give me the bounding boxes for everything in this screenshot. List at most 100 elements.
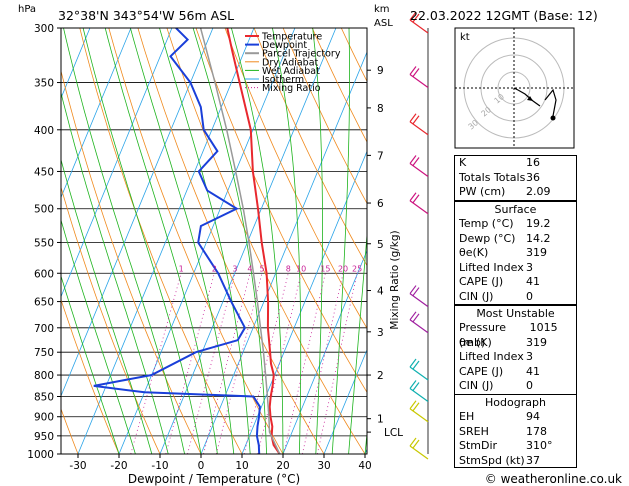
pressure-axis: 300 350 400 450 500 550 600 650 700 750 800 850 900 9… [27, 23, 61, 461]
pressure-tick-label: 500 [34, 204, 54, 216]
mixing-ratio-label: 25 [352, 264, 362, 273]
surface-label: Temp (°C) [459, 217, 514, 230]
dry-adiabat [61, 186, 161, 454]
km-tick-label: 5 [377, 239, 384, 251]
surface-value: 41 [526, 275, 540, 289]
isotherm [159, 28, 337, 454]
index-row: PW (cm) 2.09 [455, 185, 576, 200]
km-tick-label: 4 [377, 286, 384, 298]
pressure-tick-label: 1000 [27, 449, 54, 461]
surface-label: θe(K) [459, 246, 489, 260]
mu-row: Lifted Index 3 [455, 350, 576, 365]
hodo-label: StmDir [459, 439, 498, 453]
wet-adiabat [348, 229, 367, 454]
hpa-label: hPa [18, 4, 36, 15]
datetime-title: 22.03.2022 12GMT (Base: 12) [410, 8, 598, 23]
mu-row: Pressure (mb) 1015 [455, 321, 576, 349]
surface-row: CAPE (J) 41 [455, 275, 576, 290]
plot-frame [60, 27, 368, 455]
legend-label: Wet Adiabat [262, 66, 320, 77]
mu-row: CAPE (J) 41 [455, 365, 576, 380]
temperature-tick-label: 0 [198, 460, 205, 472]
series-temperature [226, 28, 281, 454]
hodo-value: 178 [526, 424, 547, 438]
pressure-tick-label: 550 [34, 237, 54, 249]
index-label: K [459, 156, 467, 169]
mixing-ratio-label: 8 [286, 264, 291, 273]
mixing-ratio-label: 3 [232, 264, 237, 273]
dry-adiabat [282, 28, 367, 205]
isotherm [61, 28, 214, 397]
pressure-tick-label: 850 [34, 391, 54, 403]
mu-label: Pressure (mb) [459, 321, 506, 349]
index-row: K 16 [455, 156, 576, 171]
km-tick-label: 7 [377, 150, 384, 162]
mu-value: 0 [526, 379, 533, 393]
pressure-tick-label: 450 [34, 166, 54, 178]
wet-adiabat [104, 28, 218, 454]
legend-label: Temperature [261, 32, 322, 43]
pressure-tick-label: 600 [34, 268, 54, 280]
mixing-ratio-label: 10 [296, 264, 306, 273]
wind-barb [409, 113, 429, 136]
wet-adiabat [192, 28, 267, 454]
isotherm [282, 249, 367, 454]
mu-label: CIN (J) [459, 379, 494, 393]
wet-adiabat [61, 274, 120, 454]
wind-barb [409, 380, 429, 402]
pressure-tick-label: 900 [34, 412, 54, 424]
pressure-tick-label: 300 [34, 23, 54, 35]
wet-adiabat [61, 218, 136, 454]
surface-value: 0 [526, 289, 533, 303]
surface-row: θe(K) 319 [455, 246, 576, 261]
wet-adiabat [272, 28, 302, 454]
index-label: PW (cm) [459, 185, 506, 199]
surface-row: Lifted Index 3 [455, 261, 576, 276]
dry-adiabat [253, 28, 367, 267]
wet-adiabat [331, 28, 350, 454]
surface-value: 319 [526, 246, 547, 260]
mixing-ratio-label: 1 [179, 264, 184, 273]
legend-label: Parcel Trajectory [262, 49, 341, 60]
wind-barb [409, 311, 429, 334]
pressure-tick-label: 800 [34, 370, 54, 382]
wet-adiabat [82, 28, 202, 454]
hodo-value: 94 [526, 410, 540, 423]
dry-adiabat [79, 28, 243, 454]
km-tick-label: 1 [377, 414, 384, 426]
hodo-row: StmSpd (kt) 37 [455, 454, 576, 469]
credit-text: © weatheronline.co.uk [485, 472, 622, 486]
km-tick-label: 8 [377, 103, 384, 115]
profiles [93, 28, 281, 454]
surface-label: CAPE (J) [459, 275, 504, 289]
plot-area [61, 28, 367, 454]
mixing-ratio-line [301, 273, 344, 454]
mu-label: θe (K) [459, 335, 492, 349]
mixing-ratio-line [257, 273, 302, 454]
mu-row: CIN (J) 0 [455, 379, 576, 394]
most-unstable-panel: Most Unstable Pressure (mb) 1015 θe (K) 31… [454, 305, 577, 395]
hodo-row: EH 94 [455, 410, 576, 425]
wet-adiabat [231, 28, 284, 454]
hodograph-trace-upper [544, 88, 557, 117]
x-axis-label: Dewpoint / Temperature (°C) [128, 472, 300, 486]
dry-adiabat [61, 69, 202, 454]
km-tick-label: 2 [377, 370, 384, 382]
hodograph-table-panel: Hodograph EH 94 SREH 178 StmDir 310° StmSpd… [454, 394, 577, 468]
wind-barb [409, 437, 429, 460]
asl-label: ASL [374, 18, 393, 29]
wet-adiabat [61, 91, 169, 454]
hodo-value: 310° [526, 439, 553, 453]
hodograph-unit: kt [460, 32, 470, 43]
location-title: 32°38'N 343°54'W 56m ASL [58, 8, 234, 23]
mu-value: 319 [526, 335, 547, 349]
index-value: 36 [526, 170, 540, 184]
hodo-value: 37 [526, 453, 540, 467]
hodo-label: SREH [459, 424, 489, 438]
hodo-row: StmDir 310° [455, 439, 576, 454]
surface-value: 3 [526, 260, 533, 274]
dry-adiabat [195, 28, 367, 394]
mixing-ratio-label: 20 [338, 264, 348, 273]
